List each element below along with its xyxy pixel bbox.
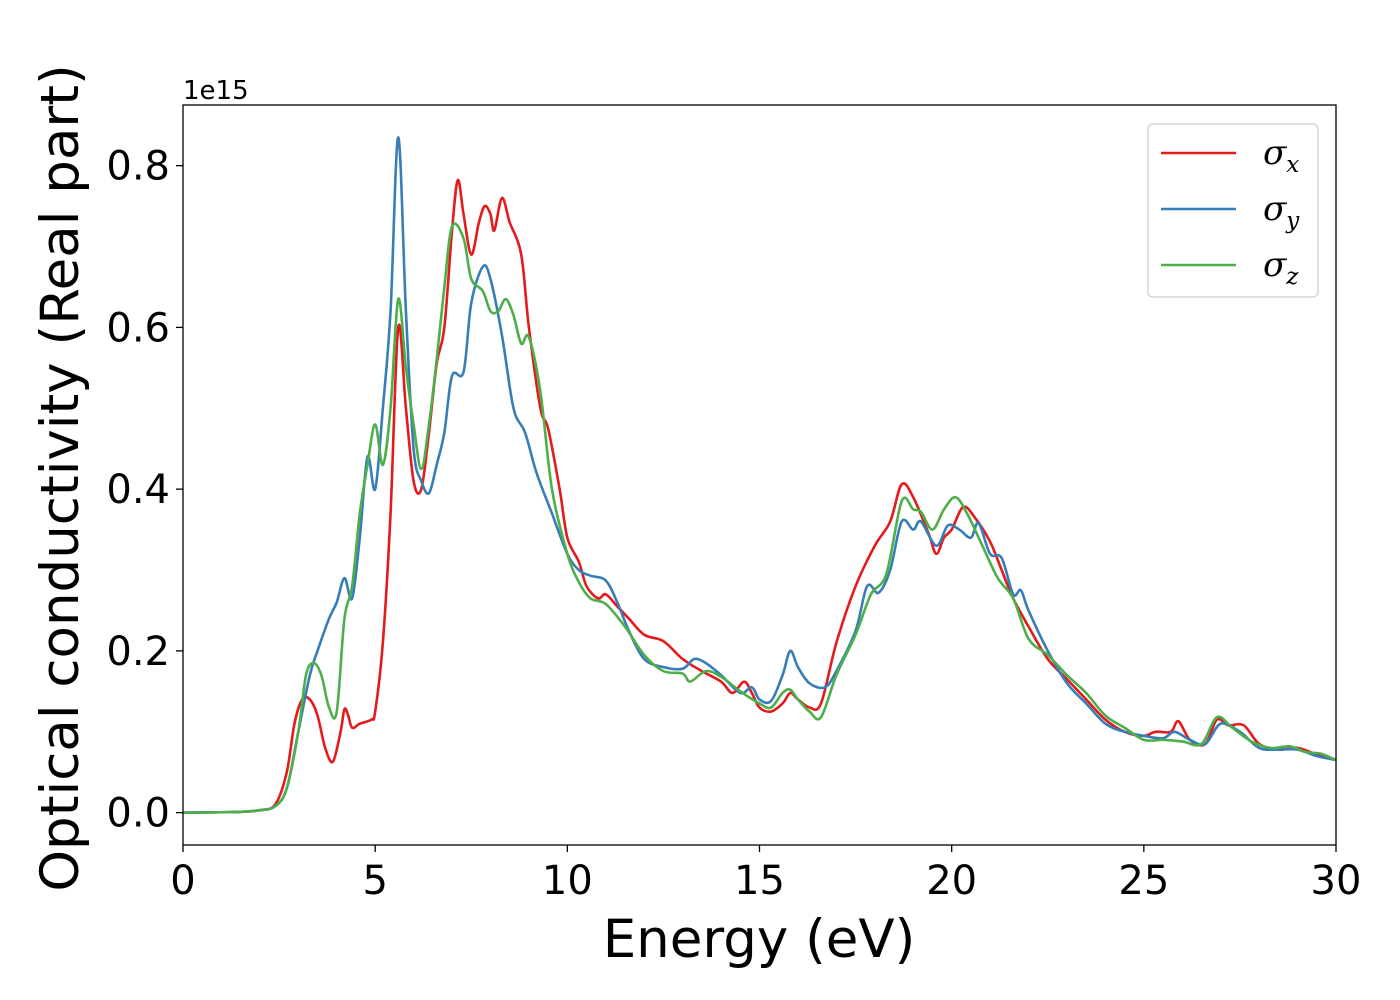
series-line-z xyxy=(182,222,1337,814)
series-layer xyxy=(182,136,1337,814)
y-axis-label: Optical conductivity (Real part) xyxy=(30,64,91,891)
x-tick-label: 10 xyxy=(542,858,593,904)
x-tick-label: 30 xyxy=(1311,858,1362,904)
y-axis-ticks: 0.0 0.2 0.4 0.6 0.8 xyxy=(106,144,183,837)
x-tick-label: 25 xyxy=(1118,858,1169,904)
y-tick-label: 0.2 xyxy=(106,629,170,675)
y-tick-label: 0.4 xyxy=(106,467,170,513)
y-tick-label: 0.6 xyxy=(106,305,170,351)
y-tick-label: 0.8 xyxy=(106,144,170,190)
x-tick-label: 20 xyxy=(926,858,977,904)
x-axis-ticks: 0 5 10 15 20 25 30 xyxy=(170,845,1361,904)
y-tick-label: 0.0 xyxy=(106,791,170,837)
x-tick-label: 5 xyxy=(362,858,387,904)
legend-box xyxy=(1147,123,1319,298)
legend-label-z: σz xyxy=(1263,245,1299,290)
x-tick-label: 15 xyxy=(734,858,785,904)
x-tick-label: 0 xyxy=(170,858,195,904)
legend-label-y: σy xyxy=(1263,189,1300,234)
series-line-y xyxy=(182,136,1337,814)
x-axis-label: Energy (eV) xyxy=(603,909,916,970)
legend-label-x: σx xyxy=(1263,133,1299,178)
legend: σx σy σz xyxy=(1147,123,1319,298)
y-offset-label: 1e15 xyxy=(183,76,249,106)
